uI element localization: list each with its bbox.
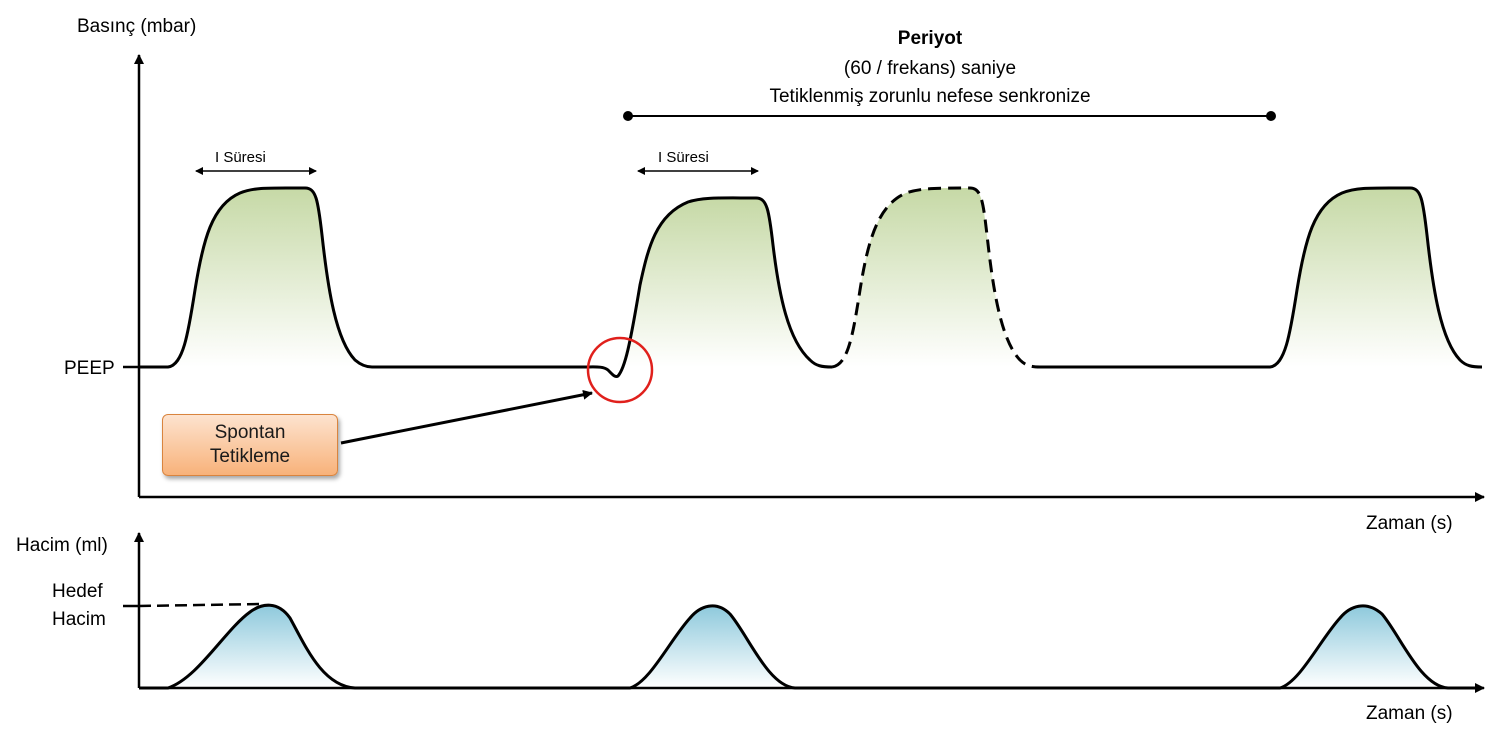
pressure-curve-dashed-breath xyxy=(831,186,1041,369)
period-start-dot xyxy=(623,111,633,121)
target-volume-label-line2: Hacim xyxy=(52,609,106,630)
breath-4-fill xyxy=(1270,187,1480,367)
volume-y-label: Hacim (ml) xyxy=(16,535,108,556)
volume-breath-2-fill xyxy=(630,605,795,688)
trigger-arrow xyxy=(340,389,593,445)
volume-breath-1-fill xyxy=(168,605,355,688)
period-description: Tetiklenmiş zorunlu nefese senkronize xyxy=(769,86,1090,107)
target-volume-dashed-line xyxy=(138,602,263,608)
pressure-x-label: Zaman (s) xyxy=(1366,513,1453,534)
pressure-y-label: Basınç (mbar) xyxy=(77,16,196,37)
callout-line-1: Spontan xyxy=(214,422,286,443)
i-time-label-1: I Süresi xyxy=(215,149,266,166)
period-end-dot xyxy=(1266,111,1276,121)
period-formula: (60 / frekans) saniye xyxy=(844,58,1016,79)
pressure-curve xyxy=(139,186,833,378)
target-volume-label-line1: Hedef xyxy=(52,581,103,602)
volume-x-label: Zaman (s) xyxy=(1366,703,1453,724)
volume-chart: Hacim (ml) Zaman (s) Hedef Hacim xyxy=(16,532,1485,724)
period-title: Periyot xyxy=(898,28,963,49)
breath-3-fill xyxy=(832,188,1036,367)
volume-breath-3-fill xyxy=(1280,605,1448,688)
breath-2-fill xyxy=(615,197,826,367)
spontaneous-trigger-callout: Spontan Tetikleme xyxy=(162,414,338,476)
pressure-chart: Basınç (mbar) Zaman (s) PEEP I Süresi I … xyxy=(64,16,1485,534)
pressure-curve-tail xyxy=(1040,186,1483,369)
volume-curve xyxy=(139,603,1482,690)
peep-label: PEEP xyxy=(64,358,115,379)
i-time-label-2: I Süresi xyxy=(658,149,709,166)
callout-line-2: Tetikleme xyxy=(209,446,291,467)
trigger-circle xyxy=(586,336,654,404)
